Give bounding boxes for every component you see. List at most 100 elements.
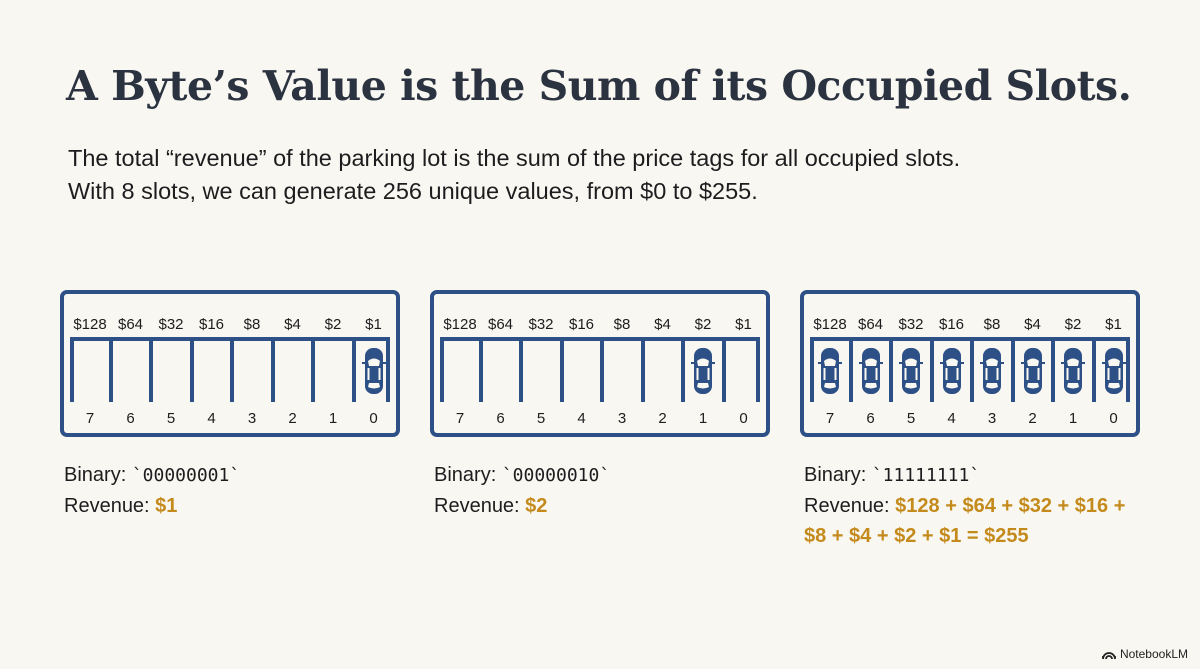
car-icon [980,347,1004,395]
panel-caption: Binary: `00000001` Revenue: $1 [64,460,394,521]
revenue-line: Revenue: $2 [434,491,764,521]
slot-divider [230,341,234,402]
revenue-value: $2 [525,495,548,517]
slot-price: $32 [898,316,924,333]
page-title: A Byte’s Value is the Sum of its Occupie… [66,62,1132,110]
slot-price: $8 [983,316,1001,333]
slot-price: $32 [158,316,184,333]
slot-price: $16 [198,316,225,333]
slot-number: 5 [536,410,546,427]
slot-number: 0 [369,410,378,427]
slot-number: 2 [1028,410,1037,427]
binary-value: `00000010` [501,465,611,486]
brand: NotebookLM [1102,647,1188,661]
slot-price: $128 [73,316,107,333]
slot-price: $64 [117,316,144,333]
car-icon [1101,347,1126,395]
slot-price: $64 [857,316,884,333]
parking-lot [810,337,1130,406]
slot-price: $1 [1105,316,1122,333]
slot-divider [810,341,814,402]
slot-divider [1091,341,1096,402]
parking-lot-panel: $128 7 $64 6 $32 5 $16 4 $8 3 $4 2 $2 1 $1 0 [430,290,770,437]
slot-number: 6 [126,410,135,427]
slot-divider [519,341,523,402]
slot-number: 7 [455,410,465,427]
subtitle-line: With 8 slots, we can generate 256 unique… [68,178,758,204]
slot-divider [149,341,153,402]
slot-number: 6 [866,410,875,427]
slot-divider [559,341,564,402]
slot-number: 5 [906,410,916,427]
slot-divider [478,341,483,402]
parking-lot-panel: $128 7 $64 6 $32 5 $16 4 $8 3 $4 2 $2 1 $1 0 [60,290,400,437]
slot-divider [189,341,194,402]
slot-price: $8 [613,316,631,333]
slot-divider [889,341,893,402]
binary-value: `00000001` [131,465,241,486]
slot-price: $2 [1064,316,1082,333]
subtitle-line: The total “revenue” of the parking lot i… [68,145,961,171]
subtitle: The total “revenue” of the parking lot i… [68,142,960,208]
slot-price: $64 [487,316,514,333]
slot-divider [1126,341,1130,402]
slot-divider [640,341,645,402]
slot-price: $8 [243,316,261,333]
car-icon [361,347,386,395]
binary-line: Binary: `11111111` [804,460,1134,491]
slot-price: $32 [528,316,554,333]
slot-number: 4 [947,410,956,427]
slot-price: $2 [694,316,712,333]
slot-price: $128 [443,316,477,333]
slot-divider [70,341,74,402]
slot-price: $128 [813,316,847,333]
slot-divider [970,341,974,402]
slot-divider [270,341,275,402]
slot-divider [721,341,726,402]
binary-line: Binary: `00000001` [64,460,394,491]
slot-number: 7 [85,410,95,427]
slot-number: 2 [288,410,297,427]
revenue-label: Revenue: [434,495,526,517]
slot-divider [1010,341,1015,402]
slot-number: 6 [496,410,505,427]
slot-price: $4 [654,316,671,333]
revenue-label: Revenue: [804,495,896,517]
slot-number: 3 [617,410,627,427]
binary-label: Binary: [804,464,872,486]
slot-divider [440,341,444,402]
parking-lot [440,337,760,406]
slot-price: $2 [324,316,342,333]
panel-caption: Binary: `00000010` Revenue: $2 [434,460,764,521]
slot-number: 4 [577,410,586,427]
revenue-label: Revenue: [64,495,156,517]
car-icon [1061,347,1085,395]
slot-price: $4 [1024,316,1041,333]
binary-line: Binary: `00000010` [434,460,764,491]
slot-price: $16 [568,316,595,333]
slot-number: 2 [658,410,667,427]
revenue-value: $128 + $64 + $32 + $16 + $8 + $4 + $2 + … [804,495,1126,547]
car-icon [691,347,715,395]
binary-label: Binary: [434,464,502,486]
binary-value: `11111111` [871,465,981,486]
slot-number: 3 [247,410,257,427]
slot-number: 7 [825,410,835,427]
slot-divider [929,341,934,402]
slot-divider [756,341,760,402]
notebooklm-logo-icon [1102,652,1116,660]
parking-lot-panel: $128 7 $64 6 $32 5 $16 4 $8 3 $4 2 $2 1 $1 0 [800,290,1140,437]
brand-label: NotebookLM [1119,647,1188,661]
panel-caption: Binary: `11111111` Revenue: $128 + $64 +… [804,460,1134,551]
slot-price: $1 [365,316,382,333]
car-icon [1020,347,1045,395]
revenue-line: Revenue: $128 + $64 + $32 + $16 + $8 + $… [804,491,1134,551]
slot-divider [681,341,685,402]
car-icon [818,347,842,395]
slot-number: 0 [739,410,748,427]
slot-number: 1 [1068,410,1078,427]
parking-lot [70,337,390,406]
slot-divider [600,341,604,402]
slot-divider [1051,341,1055,402]
slot-number: 4 [207,410,216,427]
